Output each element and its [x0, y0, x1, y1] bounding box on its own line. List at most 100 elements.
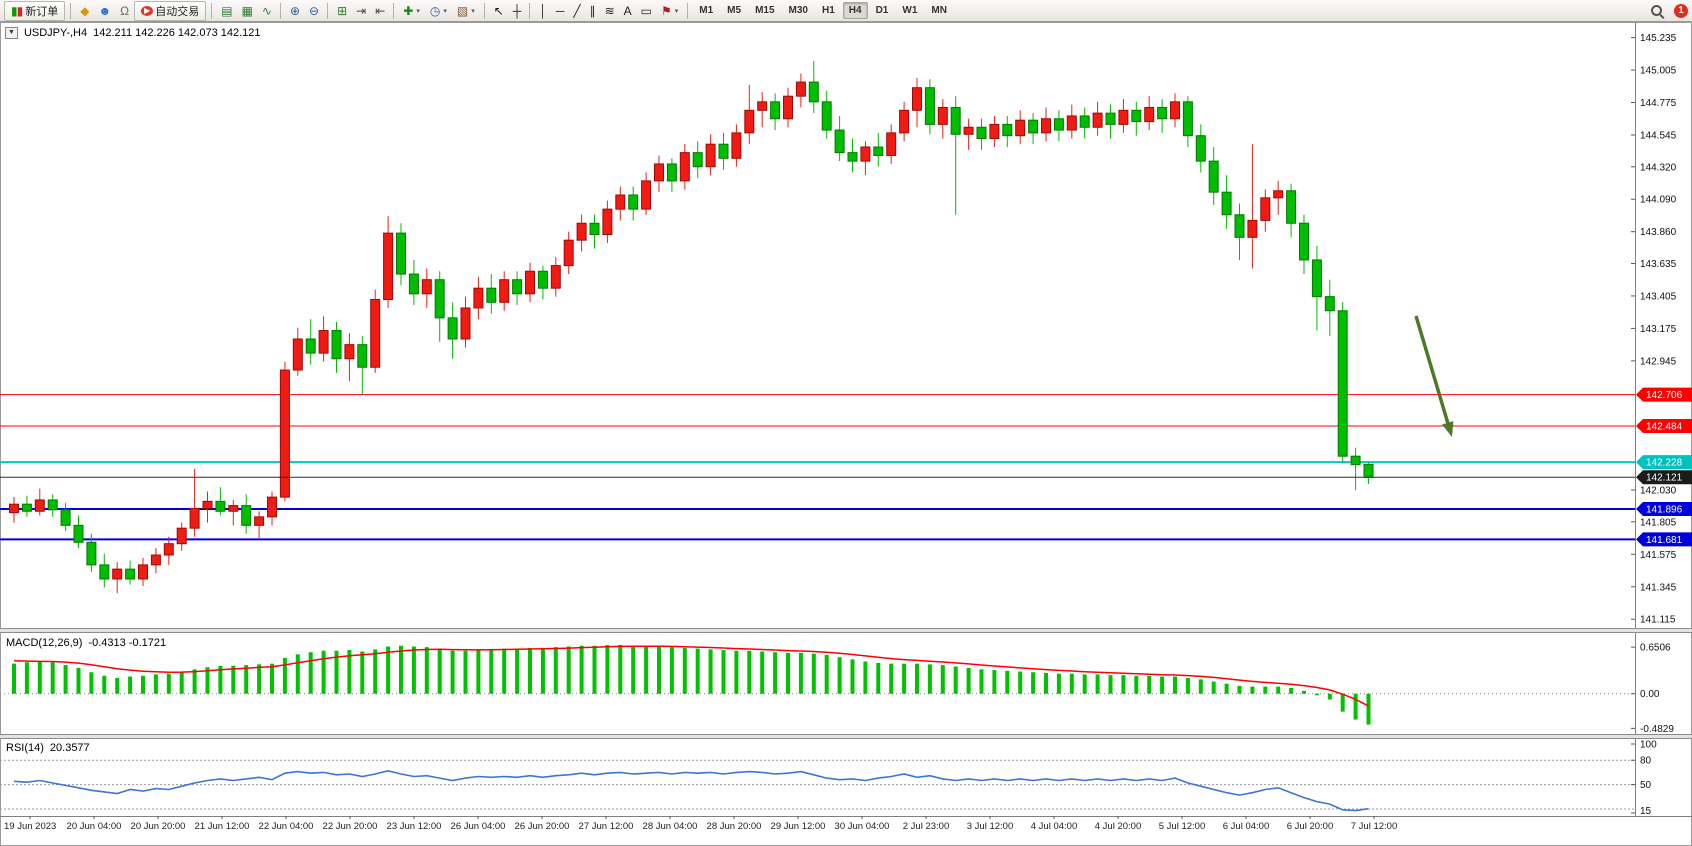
svg-text:141.345: 141.345 [1640, 582, 1677, 593]
svg-text:4 Jul 04:00: 4 Jul 04:00 [1031, 821, 1077, 832]
macd-name: MACD(12,26,9) [6, 637, 83, 649]
cursor-tool-icon[interactable]: ↖ [493, 3, 504, 18]
svg-text:142.706: 142.706 [1646, 390, 1683, 401]
tile-windows-icon[interactable]: ⊞ [337, 3, 348, 18]
horizontal-line-tool-icon[interactable]: ─ [555, 3, 565, 18]
svg-text:100: 100 [1640, 740, 1657, 751]
rsi-axis[interactable]: 100 80 50 15 [1631, 740, 1657, 818]
chart-background [0, 22, 1692, 846]
macd-values: -0.4313 -0.1721 [88, 637, 167, 649]
crosshair-tool-icon[interactable]: ┼ [512, 3, 522, 18]
macd-label: MACD(12,26,9) -0.4313 -0.1721 [6, 637, 166, 649]
svg-text:20 Jun 04:00: 20 Jun 04:00 [67, 821, 122, 832]
chart-title: ▼ USDJPY-,H4 142.211 142.226 142.073 142… [5, 27, 261, 39]
toolbar-sep [279, 2, 281, 19]
svg-text:143.860: 143.860 [1640, 227, 1677, 238]
timeframe-w1[interactable]: W1 [902, 5, 918, 16]
svg-text:28 Jun 04:00: 28 Jun 04:00 [643, 821, 698, 832]
toolbar-sep [393, 2, 395, 19]
timeframe-h4[interactable]: H4 [842, 2, 868, 19]
svg-text:29 Jun 12:00: 29 Jun 12:00 [771, 821, 826, 832]
new-order-button[interactable]: ▮ ▮ 新订单 [4, 0, 66, 21]
toolbar-sep [70, 2, 72, 19]
auto-trading-button[interactable]: ▶ 自动交易 [134, 0, 207, 21]
svg-text:142.030: 142.030 [1640, 486, 1677, 497]
svg-text:141.115: 141.115 [1640, 615, 1676, 626]
svg-text:143.405: 143.405 [1640, 291, 1677, 302]
search-icon[interactable] [1647, 1, 1666, 21]
svg-text:6 Jul 20:00: 6 Jul 20:00 [1287, 821, 1333, 832]
candlestick-mode-icon[interactable]: ▦ [241, 3, 253, 18]
svg-text:0.00: 0.00 [1640, 689, 1660, 700]
rsi-indicator [0, 759, 1635, 812]
svg-text:80: 80 [1640, 756, 1652, 767]
svg-text:142.484: 142.484 [1646, 421, 1683, 432]
toolbar-sep [327, 2, 329, 19]
svg-text:30 Jun 04:00: 30 Jun 04:00 [835, 821, 890, 832]
svg-text:141.575: 141.575 [1640, 550, 1677, 561]
templates-dropdown[interactable]: ▧ ▾ [456, 3, 475, 18]
collapse-chart-button[interactable]: ▼ [5, 27, 18, 39]
svg-text:145.005: 145.005 [1640, 66, 1677, 77]
svg-text:144.545: 144.545 [1640, 131, 1677, 142]
svg-text:23 Jun 12:00: 23 Jun 12:00 [387, 821, 442, 832]
timeframe-m30[interactable]: M30 [788, 5, 808, 16]
svg-text:28 Jun 20:00: 28 Jun 20:00 [707, 821, 762, 832]
svg-text:7 Jul 12:00: 7 Jul 12:00 [1351, 821, 1397, 832]
svg-text:19 Jun 2023: 19 Jun 2023 [4, 821, 56, 832]
annotation-arrow[interactable] [1414, 315, 1454, 437]
notification-badge[interactable]: 1 [1674, 3, 1688, 18]
chart-shift-icon[interactable]: ⇤ [375, 3, 386, 18]
vertical-line-tool-icon[interactable]: │ [539, 3, 547, 18]
svg-text:141.805: 141.805 [1640, 517, 1677, 528]
timeframe-m5[interactable]: M5 [727, 5, 742, 16]
toolbar: ▮ ▮ 新订单 ◆ ☻ Ω ▶ 自动交易 ▤ ▦ ∿ ⊕ ⊖ ⊞ ⇥ ⇤ ✚ ▾ ◷ ▾ ▧ ▾ ↖ ┼ │ ─ ╱ ∥ ≋ A ▭ ⚑ ▾ M1… [0, 0, 1692, 22]
timeframe-m1[interactable]: M1 [699, 5, 714, 16]
svg-text:143.635: 143.635 [1640, 259, 1677, 270]
toolbar-sep [211, 2, 213, 19]
svg-text:-0.4829: -0.4829 [1640, 724, 1674, 735]
svg-text:22 Jun 04:00: 22 Jun 04:00 [259, 821, 314, 832]
label-tool-icon[interactable]: ▭ [640, 3, 652, 18]
rsi-value: 20.3577 [49, 742, 90, 754]
text-tool-icon[interactable]: A [623, 3, 632, 18]
arrows-dropdown[interactable]: ⚑ ▾ [660, 3, 679, 18]
time-axis[interactable]: 19 Jun 2023 20 Jun 04:00 20 Jun 20:00 21 Ju… [4, 816, 1397, 832]
channel-tool-icon[interactable]: ∥ [589, 3, 596, 18]
svg-text:145.235: 145.235 [1640, 33, 1677, 44]
macd-indicator [0, 645, 1635, 725]
svg-text:50: 50 [1640, 780, 1652, 791]
auto-scroll-icon[interactable]: ⇥ [356, 3, 367, 18]
svg-text:142.945: 142.945 [1640, 356, 1677, 367]
support-icon[interactable]: Ω [120, 3, 130, 18]
svg-text:142.228: 142.228 [1646, 458, 1683, 469]
timeframe-h1[interactable]: H1 [821, 5, 835, 16]
svg-text:141.896: 141.896 [1646, 504, 1683, 515]
timeframe-m15[interactable]: M15 [755, 5, 775, 16]
periods-dropdown[interactable]: ◷ ▾ [429, 3, 447, 18]
community-icon[interactable]: ☻ [98, 3, 112, 18]
svg-text:5 Jul 12:00: 5 Jul 12:00 [1159, 821, 1205, 832]
zoom-in-icon[interactable]: ⊕ [289, 3, 301, 18]
price-tags: 142.706 142.484 142.228 141.896 141.681 142.1… [1636, 387, 1692, 547]
svg-text:21 Jun 12:00: 21 Jun 12:00 [195, 821, 250, 832]
svg-text:0.6506: 0.6506 [1640, 643, 1671, 654]
metaeditor-icon[interactable]: ◆ [80, 3, 90, 18]
svg-text:142.121: 142.121 [1646, 473, 1683, 484]
svg-text:144.775: 144.775 [1640, 98, 1677, 109]
line-chart-mode-icon[interactable]: ∿ [261, 3, 272, 18]
svg-text:144.090: 144.090 [1640, 195, 1677, 206]
bar-chart-mode-icon[interactable]: ▤ [221, 3, 233, 18]
zoom-out-icon[interactable]: ⊖ [309, 3, 320, 18]
fibonacci-tool-icon[interactable]: ≋ [604, 3, 615, 18]
candles [9, 60, 1374, 594]
timeframe-d1[interactable]: D1 [875, 5, 889, 16]
indicators-dropdown[interactable]: ✚ ▾ [403, 3, 420, 18]
macd-axis[interactable]: 0.6506 0.00 -0.4829 [1631, 643, 1674, 735]
trendline-tool-icon[interactable]: ╱ [573, 3, 581, 18]
price-axis[interactable]: 145.235 145.005 144.775 144.545 144.320 144.0… [1631, 33, 1677, 626]
timeframe-mn[interactable]: MN [931, 5, 947, 16]
rsi-name: RSI(14) [6, 742, 44, 754]
svg-text:143.175: 143.175 [1640, 324, 1677, 335]
